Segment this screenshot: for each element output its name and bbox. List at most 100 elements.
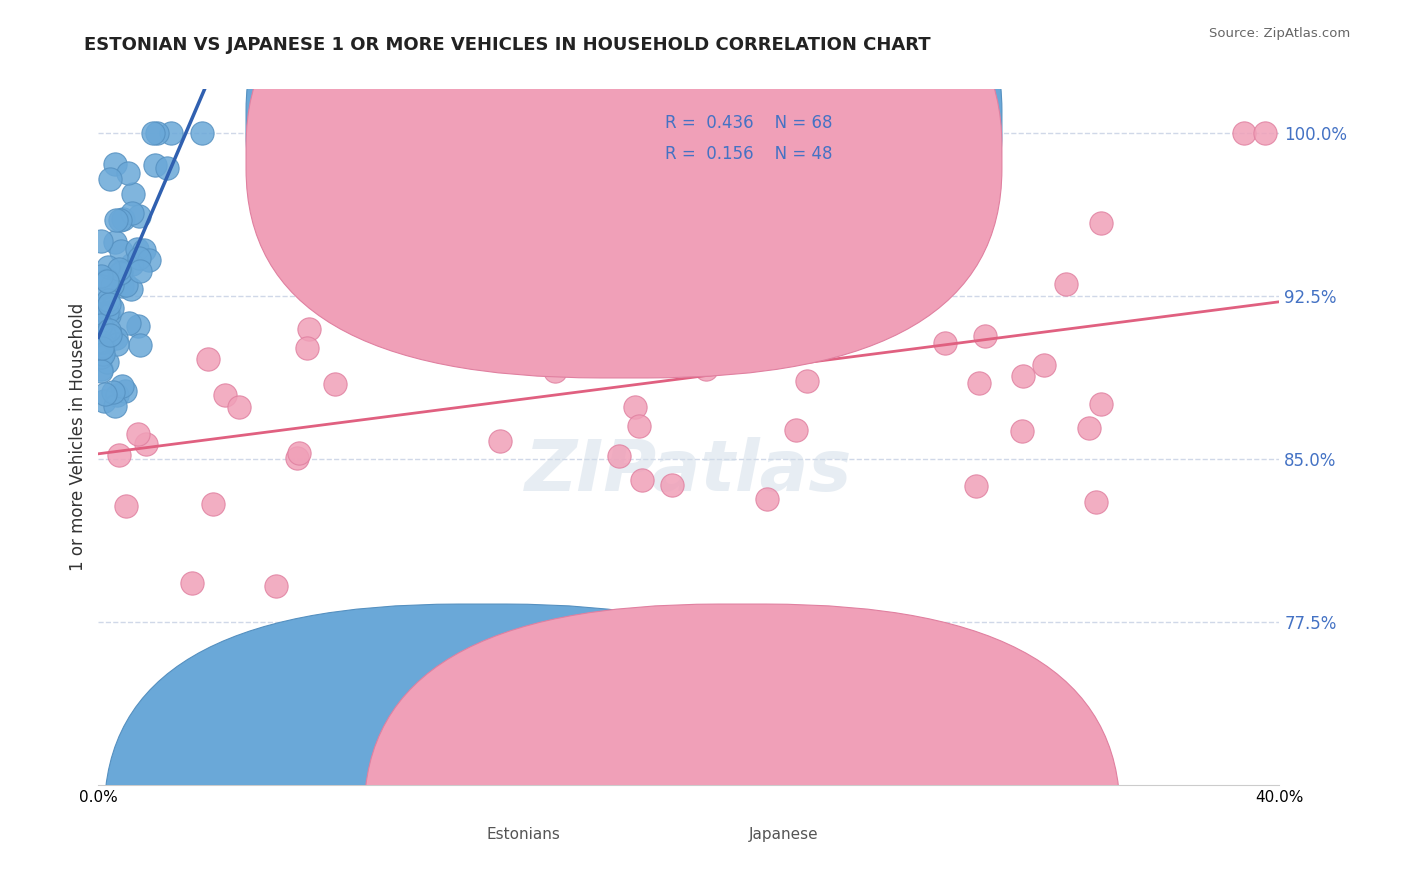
Point <box>756 491 779 506</box>
Point <box>104 156 127 170</box>
Point <box>285 450 308 465</box>
Point <box>439 215 461 229</box>
Text: ESTONIAN VS JAPANESE 1 OR MORE VEHICLES IN HOUSEHOLD CORRELATION CHART: ESTONIAN VS JAPANESE 1 OR MORE VEHICLES … <box>84 36 931 54</box>
Point <box>101 384 124 399</box>
Point <box>101 301 124 315</box>
Point <box>90 279 112 293</box>
Point <box>1085 495 1108 509</box>
Point <box>607 449 630 463</box>
Point <box>105 336 128 351</box>
Point <box>96 355 118 369</box>
Text: R =  0.156    N = 48: R = 0.156 N = 48 <box>665 145 832 163</box>
Point <box>630 473 652 487</box>
Point <box>134 244 156 258</box>
Point <box>934 336 956 351</box>
Point <box>1032 359 1054 373</box>
Point <box>800 280 823 294</box>
Point <box>105 213 128 227</box>
Point <box>143 158 166 172</box>
FancyBboxPatch shape <box>576 93 931 190</box>
Point <box>201 497 224 511</box>
Point <box>90 307 112 321</box>
Point <box>1012 369 1035 384</box>
Point <box>93 394 115 409</box>
Point <box>110 265 132 279</box>
Point <box>127 426 149 441</box>
Point <box>1090 397 1112 411</box>
Point <box>90 234 112 248</box>
Point <box>965 479 987 493</box>
Point <box>104 331 127 345</box>
Point <box>489 434 512 449</box>
Point <box>114 384 136 398</box>
Point <box>121 206 143 220</box>
Point <box>111 279 134 293</box>
Point <box>112 211 135 226</box>
Point <box>98 172 121 186</box>
Point <box>628 419 651 434</box>
Point <box>98 309 121 323</box>
Y-axis label: 1 or more Vehicles in Household: 1 or more Vehicles in Household <box>69 303 87 571</box>
FancyBboxPatch shape <box>246 0 1002 343</box>
Point <box>156 161 179 175</box>
Point <box>288 445 311 459</box>
Text: Estonians: Estonians <box>486 827 561 842</box>
Point <box>967 376 990 391</box>
Point <box>146 126 169 140</box>
Point <box>298 322 321 336</box>
Point <box>93 326 115 341</box>
Point <box>94 386 117 401</box>
Point <box>544 364 567 378</box>
Point <box>1254 126 1277 140</box>
Point <box>91 303 114 318</box>
Text: R =  0.436    N = 68: R = 0.436 N = 68 <box>665 113 832 132</box>
Point <box>90 318 112 332</box>
Point <box>93 338 115 352</box>
Point <box>111 379 134 393</box>
Point <box>115 500 138 514</box>
Point <box>908 252 931 267</box>
Point <box>90 351 112 365</box>
Point <box>974 328 997 343</box>
Point <box>120 282 142 296</box>
Point <box>214 388 236 402</box>
Point <box>90 364 112 378</box>
Point <box>108 262 131 277</box>
Point <box>129 338 152 352</box>
Point <box>661 478 683 492</box>
Point <box>97 297 120 311</box>
Point <box>128 209 150 223</box>
Point <box>91 341 114 355</box>
Text: Source: ZipAtlas.com: Source: ZipAtlas.com <box>1209 27 1350 40</box>
Point <box>181 575 204 590</box>
Point <box>117 166 139 180</box>
Point <box>197 351 219 366</box>
Point <box>122 186 145 201</box>
Point <box>785 424 807 438</box>
Point <box>96 273 118 287</box>
Point <box>104 235 127 250</box>
Point <box>91 334 114 349</box>
Point <box>98 327 121 342</box>
FancyBboxPatch shape <box>246 0 1002 378</box>
Point <box>323 376 346 391</box>
Point <box>128 264 150 278</box>
Point <box>595 335 617 350</box>
Point <box>105 388 128 402</box>
Point <box>191 126 214 140</box>
Point <box>1054 277 1077 292</box>
Point <box>815 259 838 273</box>
Point <box>114 277 136 292</box>
Point <box>110 244 132 258</box>
Point <box>796 374 818 388</box>
Point <box>1077 421 1099 435</box>
Point <box>96 306 118 320</box>
Point <box>695 362 717 376</box>
Point <box>228 401 250 415</box>
Point <box>135 437 157 451</box>
Point <box>96 274 118 288</box>
Text: ZIPatlas: ZIPatlas <box>526 437 852 507</box>
Point <box>297 341 319 355</box>
FancyBboxPatch shape <box>364 604 1121 892</box>
Point <box>90 299 112 313</box>
